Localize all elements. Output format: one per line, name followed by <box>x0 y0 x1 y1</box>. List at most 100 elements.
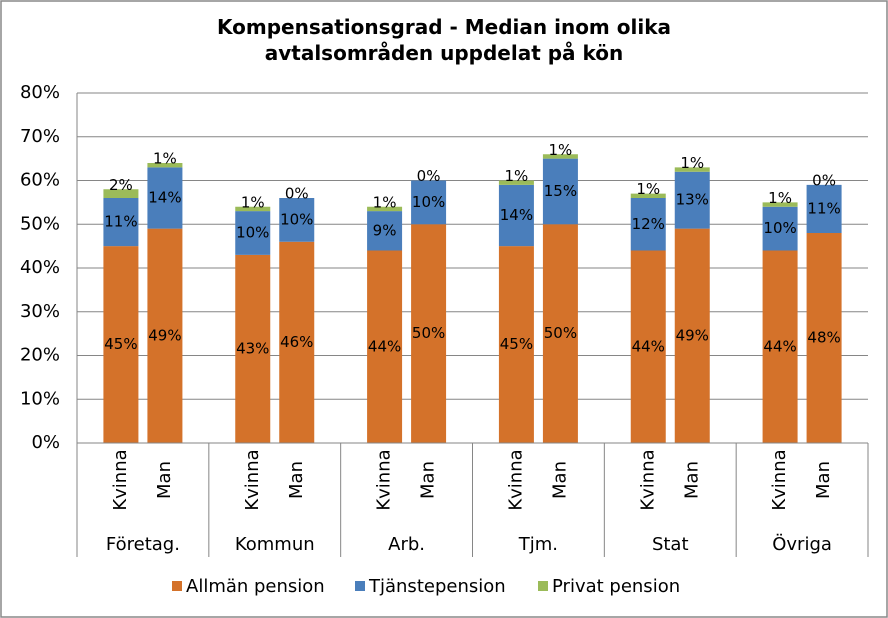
bar-segment <box>367 206 403 212</box>
group-label: Företag. <box>106 534 180 555</box>
bar-segment <box>542 154 578 159</box>
bar-segment <box>762 206 798 251</box>
data-label: 0% <box>417 167 441 185</box>
data-label: 14% <box>148 189 181 207</box>
data-label: 1% <box>241 193 265 211</box>
legend-label: Privat pension <box>552 576 680 597</box>
legend-swatch <box>538 581 548 591</box>
bar-segment <box>806 184 842 233</box>
data-label: 10% <box>763 219 796 237</box>
data-label: 10% <box>412 193 445 211</box>
legend-swatch <box>172 581 182 591</box>
data-label: 46% <box>280 333 313 351</box>
bar-segment <box>367 250 403 443</box>
y-tick-label: 0% <box>31 432 60 453</box>
bar-segment <box>103 246 139 443</box>
chart-title: Kompensationsgrad - Median inom olika av… <box>217 15 671 65</box>
x-tick-label: Kvinna <box>769 449 790 510</box>
bar-segment <box>103 198 139 247</box>
group-label: Övriga <box>772 533 832 555</box>
x-tick-label: Man <box>418 461 439 499</box>
bar-segment <box>630 198 666 251</box>
x-tick-label: Man <box>681 461 702 499</box>
y-tick-label: 10% <box>20 388 60 409</box>
data-label: 0% <box>285 185 309 203</box>
bar-segment <box>498 184 534 247</box>
bar-segment <box>498 246 534 443</box>
bar-segment <box>147 163 183 168</box>
bar-segment <box>674 167 710 172</box>
data-label: 15% <box>544 182 577 200</box>
bar-segment <box>630 193 666 198</box>
group-label: Tjm. <box>518 534 558 555</box>
bar-segment <box>279 198 315 242</box>
data-label: 1% <box>768 189 792 207</box>
bar-segment <box>674 171 710 229</box>
data-label: 1% <box>153 150 177 168</box>
group-label: Stat <box>652 534 689 555</box>
bar-segment <box>542 158 578 225</box>
x-tick-label: Man <box>154 461 175 499</box>
x-tick-label: Kvinna <box>505 449 526 510</box>
data-label: 2% <box>109 176 133 194</box>
bar-segment <box>630 250 666 443</box>
bar-segment <box>411 224 447 443</box>
data-label: 12% <box>632 215 665 233</box>
y-tick-label: 20% <box>20 345 60 366</box>
bar-segment <box>147 167 183 229</box>
bar-segment <box>498 180 534 185</box>
data-label: 11% <box>104 213 137 231</box>
legend-label: Allmän pension <box>186 576 325 597</box>
data-label: 44% <box>632 337 665 355</box>
data-label: 50% <box>412 324 445 342</box>
legend-swatch <box>355 581 365 591</box>
x-tick-label: Man <box>549 461 570 499</box>
bar-segment <box>411 180 447 225</box>
legend-label: Tjänstepension <box>368 576 506 597</box>
group-label: Arb. <box>388 534 425 555</box>
y-tick-label: 80% <box>20 82 60 103</box>
data-label: 9% <box>373 221 397 239</box>
data-label: 0% <box>812 171 836 189</box>
data-label: 45% <box>500 335 533 353</box>
bar-segment <box>235 254 271 443</box>
x-tick-label: Man <box>286 461 307 499</box>
data-label: 1% <box>373 193 397 211</box>
bar-segment <box>279 241 315 443</box>
data-label: 10% <box>280 210 313 228</box>
y-tick-label: 50% <box>20 213 60 234</box>
x-tick-label: Kvinna <box>242 449 263 510</box>
data-label: 1% <box>636 180 660 198</box>
y-tick-label: 40% <box>20 257 60 278</box>
data-label: 48% <box>807 329 840 347</box>
data-label: 45% <box>104 335 137 353</box>
bar-segment <box>674 228 710 443</box>
y-tick-label: 60% <box>20 170 60 191</box>
bar-segment <box>235 206 271 212</box>
bar-segment <box>367 211 403 251</box>
data-label: 1% <box>680 154 704 172</box>
data-label: 10% <box>236 224 269 242</box>
x-tick-label: Kvinna <box>374 449 395 510</box>
x-tick-label: Kvinna <box>110 449 131 510</box>
data-label: 44% <box>763 337 796 355</box>
bar-segment <box>235 211 271 255</box>
bar-segment <box>542 224 578 443</box>
data-label: 1% <box>505 167 529 185</box>
y-tick-label: 30% <box>20 301 60 322</box>
bar-segment <box>762 202 798 207</box>
bar-segment <box>806 233 842 443</box>
data-label: 11% <box>807 199 840 217</box>
data-label: 49% <box>676 326 709 344</box>
data-label: 1% <box>549 141 573 159</box>
data-label: 44% <box>368 337 401 355</box>
y-tick-label: 70% <box>20 126 60 147</box>
data-label: 13% <box>676 191 709 209</box>
x-tick-label: Man <box>813 461 834 499</box>
group-label: Kommun <box>235 534 315 555</box>
x-tick-label: Kvinna <box>637 449 658 510</box>
data-label: 14% <box>500 206 533 224</box>
data-label: 50% <box>544 324 577 342</box>
